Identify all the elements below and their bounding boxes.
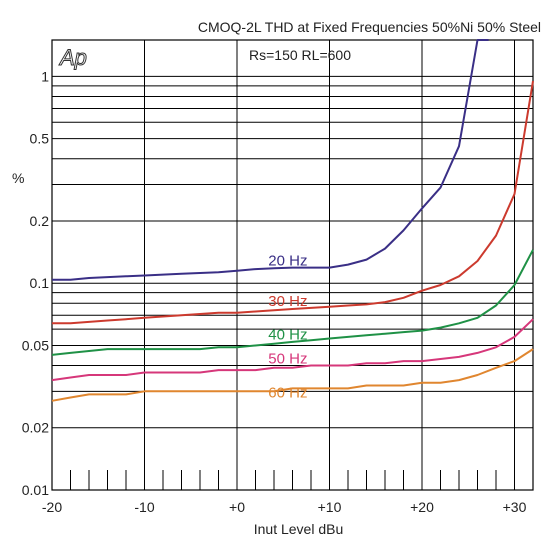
x-tick-label: -20 <box>42 499 62 515</box>
x-tick-label: +0 <box>229 499 245 515</box>
label-layer: CMOQ-2L THD at Fixed Frequencies 50%Ni 5… <box>57 19 541 402</box>
y-tick-label: 0.05 <box>22 337 49 353</box>
series-layer <box>51 39 534 402</box>
series-label: 50 Hz <box>268 350 307 367</box>
chart-title: CMOQ-2L THD at Fixed Frequencies 50%Ni 5… <box>198 19 541 35</box>
axis-layer: -20 -10 +0 +10 +20 +30 0.01 0.02 0.05 0.1 0.2 0.5 1%… <box>12 39 534 537</box>
series-label: 30 Hz <box>268 293 307 310</box>
series-label: 40 Hz <box>268 326 307 343</box>
series-line-20-hz <box>52 39 489 281</box>
y-tick-label: 0.1 <box>30 275 50 291</box>
chart-subtitle: Rs=150 RL=600 <box>249 47 351 63</box>
y-tick-label: 1 <box>41 68 49 84</box>
y-tick-label: 0.5 <box>30 131 50 147</box>
x-axis-label: Inut Level dBu <box>254 521 344 537</box>
series-line-30-hz <box>52 80 534 325</box>
series-label: 20 Hz <box>268 252 307 269</box>
grid-layer <box>51 40 533 491</box>
y-axis-label: % <box>12 170 24 186</box>
x-tick-label: -10 <box>134 499 154 515</box>
ap-logo: Ap <box>58 45 87 70</box>
y-tick-label: 0.2 <box>30 213 50 229</box>
ap-logo-background <box>57 41 99 69</box>
x-tick-label: +10 <box>318 499 342 515</box>
series-line-60-hz <box>51 348 534 402</box>
y-tick-label: 0.01 <box>22 482 49 498</box>
x-tick-label: +30 <box>503 499 527 515</box>
series-line-40-hz <box>51 249 534 356</box>
x-tick-label: +20 <box>410 499 434 515</box>
series-line-50-hz <box>51 318 534 382</box>
series-label: 60 Hz <box>268 385 307 402</box>
y-tick-label: 0.02 <box>22 420 49 436</box>
